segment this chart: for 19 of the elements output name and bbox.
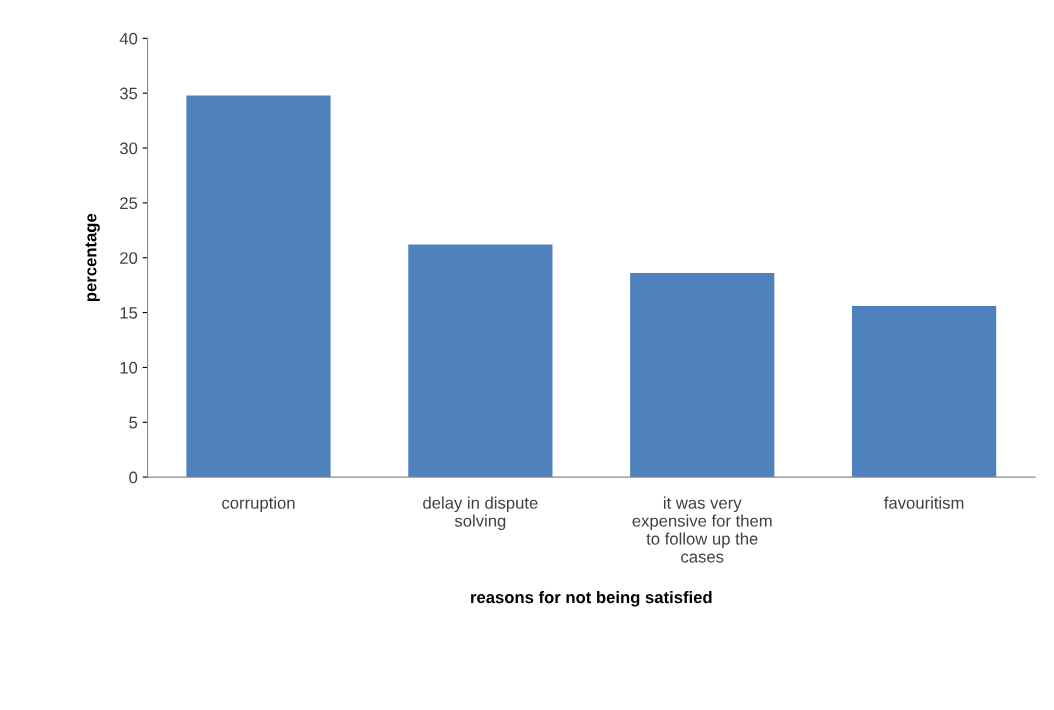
x-tick-label: delay in dispute solving <box>423 496 538 531</box>
x-axis-title: reasons for not being satisfied <box>471 590 712 607</box>
y-tick-label: 30 <box>119 142 138 155</box>
x-tick-label: corruption <box>222 496 295 513</box>
bar <box>851 306 997 478</box>
bar <box>630 273 775 478</box>
y-tick-label: 10 <box>120 361 138 374</box>
bar <box>408 244 553 478</box>
y-tick-label: 20 <box>120 252 138 264</box>
y-tick-label: 35 <box>119 87 138 100</box>
x-tick-label: favouritism <box>884 496 964 509</box>
y-tick-label: 25 <box>120 197 138 210</box>
x-tick-label: it was very expensive for them to follow up the cases <box>632 496 772 563</box>
y-axis-title: percentage <box>85 213 100 302</box>
y-tick-label: 15 <box>120 307 138 319</box>
y-tick-label: 5 <box>129 416 138 429</box>
bar <box>186 95 331 478</box>
y-tick-label: 40 <box>119 32 138 45</box>
y-tick-label: 0 <box>129 471 138 484</box>
